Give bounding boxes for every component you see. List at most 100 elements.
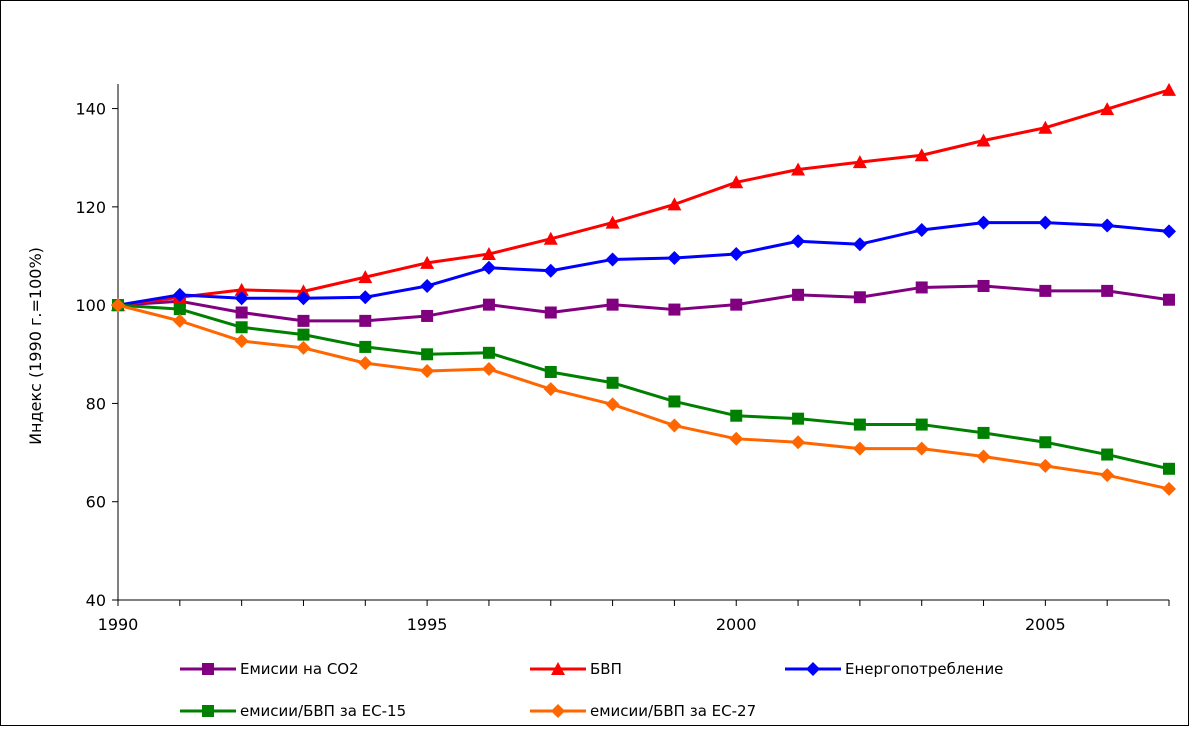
data-point [1039,284,1052,297]
data-point [173,303,186,316]
data-point [544,365,557,378]
data-point [1100,468,1115,483]
data-point [976,215,991,230]
series-4 [112,299,1175,475]
y-tick-label: 80 [86,394,106,413]
legend-item: Енергопотребление [785,660,1003,678]
legend-item: БВП [530,660,622,678]
data-point [172,287,187,302]
data-point [172,313,187,328]
legend-label: емисии/БВП за ЕС-15 [240,702,406,720]
data-point [1038,215,1053,230]
data-point [668,395,681,408]
data-point [914,441,929,456]
data-point [606,298,619,311]
data-point [729,247,744,262]
data-point [977,279,990,292]
axes: 40 60 80 100 120 140 1990 1995 2000 2005 [75,84,1170,634]
data-point [235,306,248,319]
data-point [1101,284,1114,297]
data-point [914,222,929,237]
legend-item: емисии/БВП за ЕС-15 [180,702,406,720]
data-point [297,314,310,327]
data-point [791,234,806,249]
data-point [852,237,867,252]
y-tick-label: 100 [75,296,106,315]
y-axis-title: Индекс (1990 г.=100%) [26,247,45,445]
data-point [915,281,928,294]
data-point [605,252,620,267]
data-point [482,298,495,311]
data-point [234,334,249,349]
data-point [853,418,866,431]
data-point [544,306,557,319]
data-point [297,328,310,341]
series-5 [111,298,1176,496]
data-point [481,362,496,377]
data-point [296,340,311,355]
data-point [791,435,806,450]
series-line [117,221,1170,307]
data-point [358,356,373,371]
data-point [358,290,373,305]
data-point [792,288,805,301]
data-point [1038,120,1053,134]
data-point [976,449,991,464]
data-point [606,376,619,389]
data-point [667,418,682,433]
legend-label: емисии/БВП за ЕС-27 [590,702,756,720]
data-point [421,309,434,322]
data-point [668,303,681,316]
data-point [730,298,743,311]
data-point [730,409,743,422]
data-point [977,426,990,439]
data-point [1100,102,1115,116]
x-tick-label: 2000 [716,615,757,634]
data-point [667,250,682,265]
data-point [296,291,311,306]
legend-swatch-marker [806,662,820,676]
data-point [482,346,495,359]
data-point [605,397,620,412]
legend-label: Емисии на CO2 [240,660,359,678]
data-point [420,363,435,378]
data-point [359,314,372,327]
data-point [729,175,744,189]
legend-item: емисии/БВП за ЕС-27 [530,702,756,720]
data-point [420,278,435,293]
series-line [117,88,1170,307]
legend-item: Емисии на CO2 [180,660,359,678]
data-point [420,255,435,269]
data-point [481,247,496,261]
data-point [852,155,867,169]
y-tick-label: 40 [86,591,106,610]
data-point [1100,218,1115,233]
x-tick-label: 2005 [1025,615,1066,634]
data-point [914,148,929,162]
series-line [117,303,1170,471]
data-point [1162,481,1176,496]
series-layer [111,82,1176,496]
data-point [976,133,991,147]
legend: Емисии на CO2 БВП Енергопотребление емисии/… [180,660,1003,720]
legend-swatch-marker [551,662,565,675]
data-point [111,298,125,313]
data-point [1163,293,1175,306]
data-point [543,263,558,278]
y-tick-label: 140 [75,100,106,119]
data-point [1038,458,1053,473]
series-2 [111,82,1176,312]
data-point [853,291,866,304]
data-point [296,284,311,298]
legend-swatch-marker [551,704,565,718]
legend-swatch-marker [202,705,214,717]
series-line [117,303,1170,491]
data-point [791,162,806,176]
legend-swatch-marker [202,663,214,675]
data-point [234,282,249,296]
data-point [852,441,867,456]
data-point [1162,224,1176,239]
legend-label: БВП [590,660,622,678]
